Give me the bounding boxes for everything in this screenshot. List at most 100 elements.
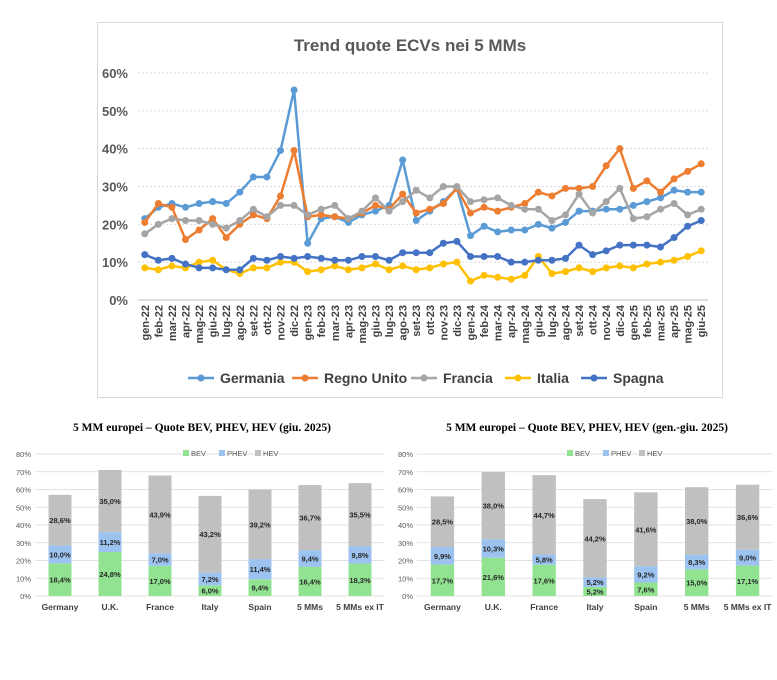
data-point — [657, 258, 664, 266]
y-tick-label: 40% — [16, 521, 31, 530]
bar-segment — [634, 566, 658, 583]
bar-segment — [148, 565, 172, 596]
data-point — [344, 256, 352, 264]
x-tick-label: gen-22 — [140, 305, 152, 340]
data-point — [236, 266, 244, 274]
bar-segment — [634, 582, 658, 596]
y-tick-label: 50% — [398, 503, 413, 512]
data-point — [263, 256, 271, 264]
data-point — [426, 205, 434, 213]
trend-line-chart-svg: Trend quote ECVs nei 5 MMs 0% 10% 20% 30% 40%… — [102, 36, 708, 386]
y-tick-label: 20% — [16, 557, 31, 566]
x-tick-label: giu-23 — [371, 305, 383, 337]
data-point — [521, 205, 529, 213]
x-tick-label: France — [146, 602, 174, 612]
data-point — [372, 201, 379, 209]
data-label: 7,0% — [151, 556, 168, 565]
data-point — [521, 258, 529, 266]
data-point — [439, 183, 447, 190]
data-label: 35,5% — [349, 511, 371, 520]
legend-label: PHEV — [227, 449, 247, 458]
data-label: 18,3% — [349, 576, 371, 585]
data-point — [168, 203, 176, 211]
x-tick-label: Italy — [586, 602, 603, 612]
bar-segment — [532, 554, 556, 565]
data-point — [643, 260, 651, 268]
data-point — [697, 247, 705, 255]
data-point — [249, 205, 257, 213]
x-tick-label: feb-22 — [153, 305, 165, 337]
x-tick-label: lug-22 — [221, 305, 233, 337]
legend-swatch — [219, 450, 225, 456]
x-tick-label: feb-23 — [316, 305, 328, 337]
data-point — [602, 198, 610, 206]
y-tick-label: 0% — [109, 293, 128, 308]
bar-segment — [430, 564, 455, 596]
x-tick-label: France — [530, 602, 558, 612]
data-label: 43,9% — [149, 510, 171, 519]
data-point — [643, 198, 651, 206]
data-point — [657, 243, 664, 251]
x-tick-label: mar-24 — [493, 304, 505, 341]
data-point — [154, 256, 162, 264]
legend-label: BEV — [191, 449, 206, 458]
data-point — [277, 252, 284, 260]
bar-segment — [48, 563, 72, 596]
data-point — [616, 184, 624, 192]
data-point — [629, 201, 637, 209]
x-tick-label: Germany — [42, 602, 79, 612]
data-point — [684, 222, 692, 230]
data-point — [195, 258, 203, 266]
data-point — [195, 264, 203, 272]
data-point — [602, 264, 610, 272]
x-tick-label: Spain — [634, 602, 657, 612]
x-tick-label: nov-22 — [276, 305, 288, 340]
x-tick-label: Germany — [424, 602, 461, 612]
legend-swatch — [639, 450, 645, 456]
data-point — [317, 266, 325, 274]
data-point — [426, 249, 434, 257]
data-point — [141, 264, 149, 272]
y-tick-label: 50% — [102, 104, 128, 119]
bar-segment — [148, 553, 172, 566]
trend-line-chart: Trend quote ECVs nei 5 MMs 0% 10% 20% 30% 40%… — [97, 22, 723, 398]
bar-segment — [248, 489, 272, 560]
data-point — [562, 184, 569, 192]
data-point — [589, 268, 597, 276]
data-point — [697, 160, 705, 168]
data-point — [439, 239, 447, 247]
y-tick-label: 40% — [398, 521, 413, 530]
data-point — [548, 217, 556, 225]
data-point — [372, 207, 379, 215]
data-label: 9,8% — [351, 551, 368, 560]
data-point — [385, 266, 393, 274]
x-tick-label: set-22 — [248, 305, 260, 337]
data-label: 5,2% — [586, 587, 603, 596]
data-point — [602, 247, 610, 255]
bar-segment — [348, 483, 372, 547]
data-point — [154, 200, 162, 208]
data-label: 39,2% — [249, 520, 271, 529]
data-point — [209, 220, 217, 228]
data-point — [575, 241, 583, 249]
data-point — [684, 188, 692, 196]
data-point — [249, 173, 257, 181]
data-point — [412, 249, 420, 257]
data-point — [358, 264, 366, 272]
data-point — [317, 211, 325, 219]
data-label: 11,4% — [250, 565, 271, 574]
data-label: 5,2% — [586, 578, 603, 587]
data-point — [480, 222, 488, 230]
bar-segment — [583, 499, 607, 578]
y-tick-label: 80% — [16, 450, 31, 459]
data-point — [412, 209, 420, 217]
data-point — [182, 235, 189, 243]
data-point — [439, 200, 447, 208]
data-label: 7,6% — [637, 585, 654, 594]
data-point — [426, 264, 434, 272]
bar-segment — [481, 539, 505, 558]
x-tick-label: mag-25 — [683, 305, 695, 344]
x-tick-label: gen-24 — [466, 304, 478, 340]
x-tick-label: gen-23 — [303, 305, 315, 340]
data-point — [684, 211, 692, 219]
